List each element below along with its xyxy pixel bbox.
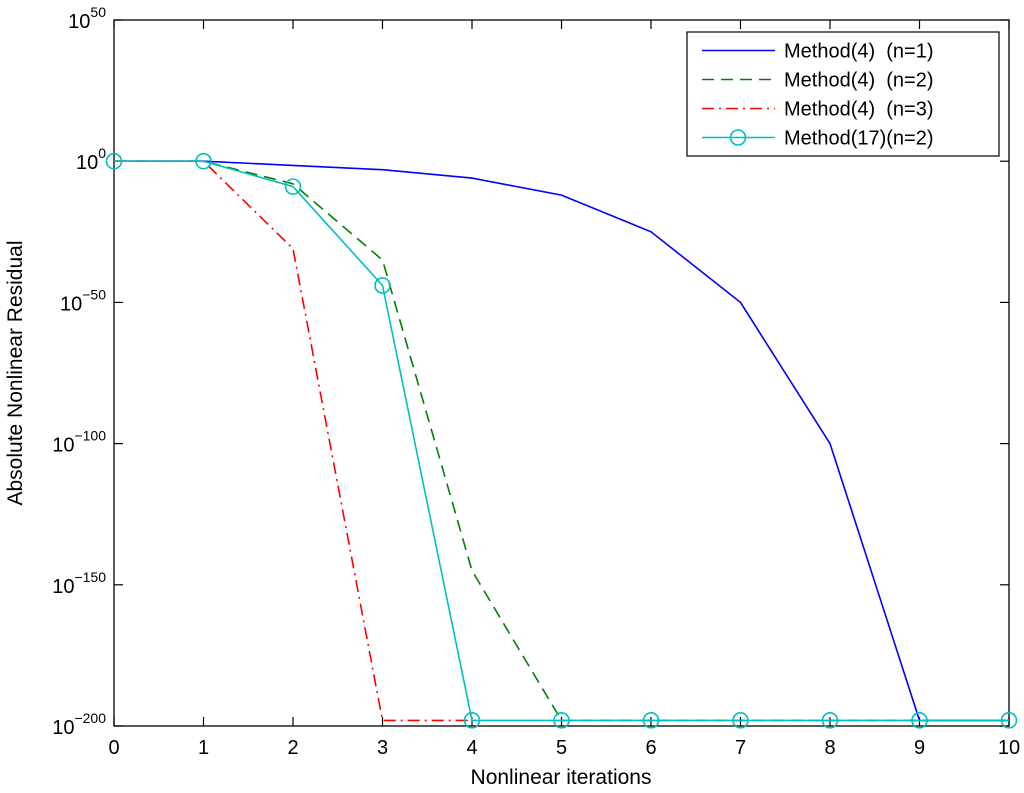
- x-tick-label: 5: [556, 737, 567, 759]
- legend-marker-4: [729, 129, 747, 146]
- series-4-point: [821, 712, 839, 729]
- legend: Method(4) (n=1) Method(4) (n=2) Method(4) …: [686, 31, 1000, 157]
- y-tick-base: 10: [52, 717, 74, 739]
- y-tick-exponent: −200: [74, 710, 106, 726]
- x-tick-label: 1: [198, 737, 209, 759]
- y-tick-label: 1050: [68, 4, 106, 33]
- y-tick-exponent: 50: [90, 4, 106, 20]
- series-4-point: [911, 712, 928, 729]
- y-axis-title: Absolute Nonlinear Residual: [4, 241, 27, 506]
- y-tick-label: 100: [76, 145, 106, 174]
- x-tick-label: 7: [735, 737, 746, 759]
- x-tick-label: 3: [377, 737, 388, 759]
- legend-label-1: Method(4) (n=1): [784, 41, 934, 63]
- series-layer: [105, 152, 1018, 729]
- y-tick-exponent: −100: [74, 428, 106, 444]
- series-4-point: [374, 277, 391, 294]
- y-tick-base: 10: [52, 435, 74, 457]
- y-tick-label: 10−150: [52, 569, 106, 598]
- y-tick-base: 10: [52, 576, 74, 598]
- x-tick-label: 8: [824, 737, 835, 759]
- y-tick-base: 10: [60, 293, 82, 315]
- series-4-point: [642, 712, 660, 729]
- series-4-point: [463, 712, 481, 729]
- series-line-4: [114, 160, 1009, 722]
- y-tick-label: 10−50: [60, 286, 106, 315]
- x-tick-label: 0: [108, 737, 119, 759]
- series-line-1: [114, 160, 1009, 722]
- y-tick-label: 10−100: [52, 428, 106, 457]
- legend-box: [686, 31, 1000, 157]
- y-tick-exponent: −150: [74, 569, 106, 585]
- x-axis-title: Nonlinear iterations: [471, 766, 652, 789]
- y-tick-exponent: 0: [98, 145, 106, 161]
- x-tick-label: 9: [914, 737, 925, 759]
- series-4-point: [284, 178, 302, 195]
- series-4-point: [195, 152, 212, 170]
- y-tick-base: 10: [76, 152, 98, 174]
- y-tick-label: 10−200: [52, 710, 106, 739]
- series-4-point: [553, 712, 570, 729]
- x-tick-label: 2: [287, 737, 298, 759]
- legend-label-4: Method(17)(n=2): [784, 128, 934, 150]
- x-tick-label: 10: [998, 737, 1020, 759]
- y-tick-base: 10: [68, 11, 90, 33]
- x-tick-label: 6: [645, 737, 656, 759]
- legend-label-2: Method(4) (n=2): [784, 70, 934, 92]
- series-4-point: [732, 712, 749, 729]
- x-tick-label: 4: [466, 737, 477, 759]
- x-axis: 0 1 2 3 4 5 6 7 8 9 10: [108, 20, 1020, 759]
- series-4-point: [1000, 712, 1018, 729]
- series-4-point: [105, 152, 123, 170]
- legend-label-3: Method(4) (n=3): [784, 99, 934, 121]
- y-tick-exponent: −50: [82, 286, 106, 302]
